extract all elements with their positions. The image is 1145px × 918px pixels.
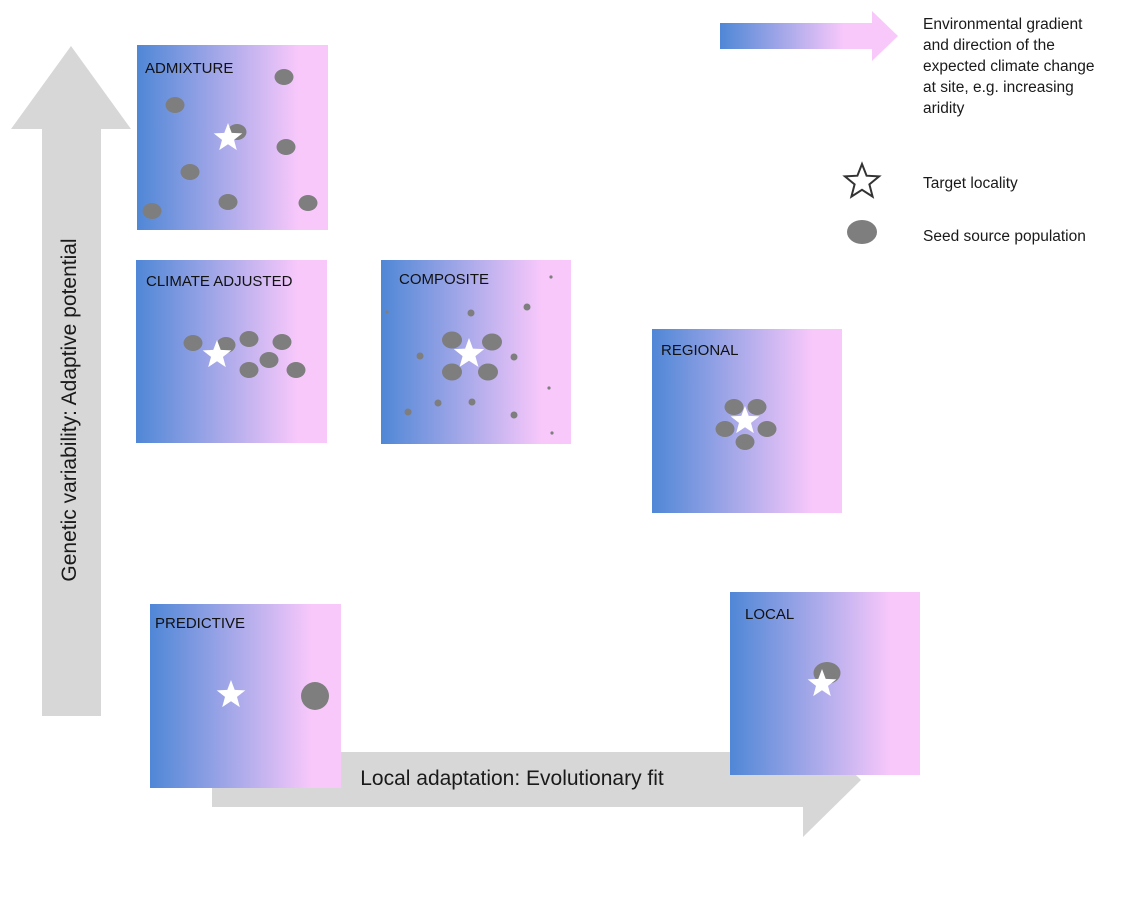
seed-population-marker (735, 434, 755, 450)
legend-seed-label: Seed source population (923, 228, 1086, 245)
seed-population-marker (216, 337, 236, 353)
seed-population-marker (404, 408, 412, 416)
seed-population-marker (467, 309, 475, 317)
seed-population-marker (272, 334, 292, 350)
seed-population-marker (274, 69, 294, 85)
seed-population-marker (385, 310, 389, 314)
seed-population-marker (510, 353, 518, 361)
panel-title-predictive: PREDICTIVE (155, 615, 246, 632)
target-locality-star (453, 338, 485, 367)
target-locality-star (216, 680, 246, 708)
legend-gradient-label: Environmental gradient and direction of … (923, 14, 1145, 119)
seed-population-marker (757, 421, 777, 437)
legend-gradient-line: expected climate change (923, 58, 1095, 75)
legend-target-label: Target locality (923, 175, 1018, 192)
seed-population-marker (286, 362, 306, 378)
target-locality-star (807, 669, 837, 697)
seed-population-marker (547, 386, 551, 390)
x-axis-label: Local adaptation: Evolutionary fit (360, 767, 664, 790)
seed-population-marker (715, 421, 735, 437)
gradient-arrow-icon (720, 11, 898, 61)
seed-population-marker (142, 203, 162, 219)
y-axis-arrow (11, 46, 131, 716)
target-locality-star (213, 123, 243, 151)
x-axis-arrow (212, 723, 861, 837)
seed-population-marker (298, 195, 318, 211)
seed-population-marker (301, 682, 329, 710)
legend-gradient-line: at site, e.g. increasing (923, 79, 1074, 96)
legend-gradient-line: and direction of the (923, 37, 1055, 54)
seed-population-marker (523, 303, 531, 311)
seed-population-marker (442, 363, 462, 381)
panel-title-composite: COMPOSITE (399, 271, 490, 288)
seed-population-marker (550, 431, 554, 435)
seed-population-marker (468, 398, 476, 406)
legend-gradient-line: aridity (923, 100, 965, 117)
seed-population-marker (549, 275, 553, 279)
seed-population-marker (180, 164, 200, 180)
seed-population-marker (478, 363, 498, 381)
filled-ellipse-icon (847, 220, 877, 244)
seed-population-marker (442, 331, 462, 349)
seed-population-marker (482, 333, 502, 351)
seed-population-marker (747, 399, 767, 415)
seed-population-marker (724, 399, 744, 415)
seed-population-marker (165, 97, 185, 113)
panel-title-regional: REGIONAL (661, 342, 739, 359)
seed-population-marker (183, 335, 203, 351)
target-locality-star (730, 406, 760, 434)
legend-gradient-line: Environmental gradient (923, 16, 1083, 33)
seed-population-marker (434, 399, 442, 407)
star-outline-icon (842, 161, 882, 199)
panel-title-climate-adjusted: CLIMATE ADJUSTED (146, 273, 293, 290)
y-axis-label: Genetic variability: Adaptive potential (58, 238, 81, 582)
seed-population-marker (259, 352, 279, 368)
panel-title-local: LOCAL (745, 606, 795, 623)
seed-population-marker (218, 194, 238, 210)
seed-population-marker (510, 411, 518, 419)
panel-title-admixture: ADMIXTURE (145, 60, 234, 77)
target-locality-star (202, 340, 232, 368)
seed-population-marker (276, 139, 296, 155)
seed-population-marker (239, 362, 259, 378)
seed-population-marker (239, 331, 259, 347)
seed-population-marker (416, 352, 424, 360)
